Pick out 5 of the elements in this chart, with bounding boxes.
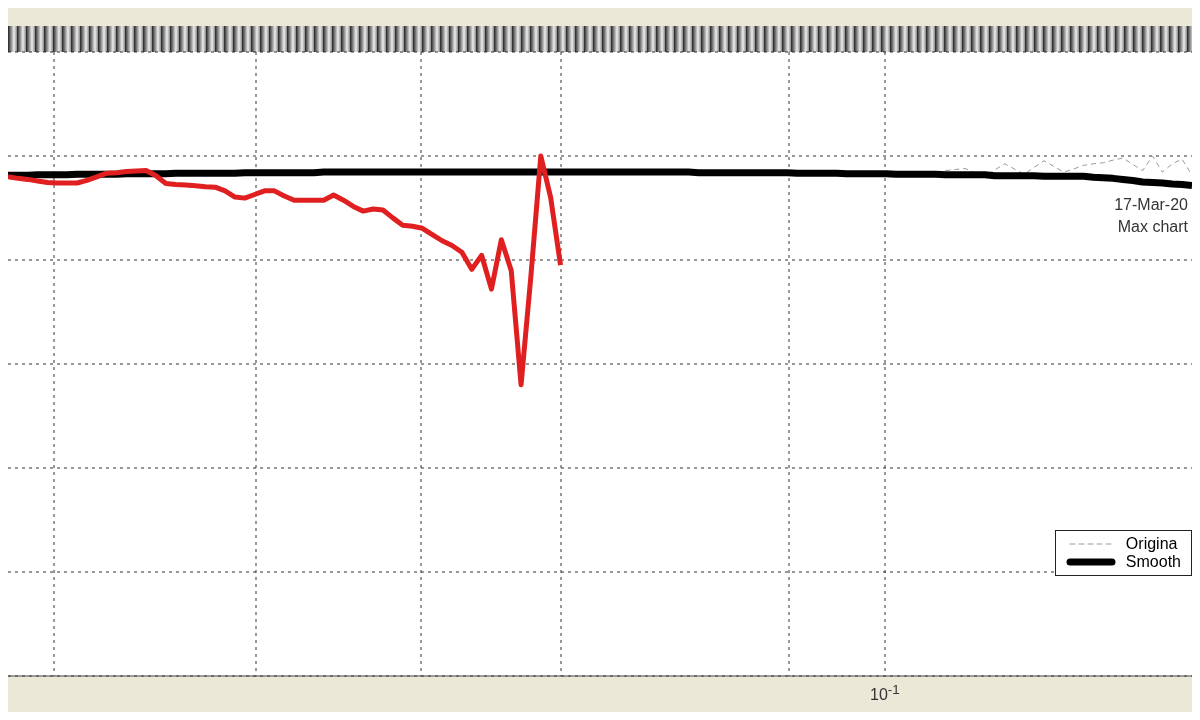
- legend-label: Origina: [1125, 535, 1178, 553]
- text: 10$^{-1}$: [870, 682, 900, 704]
- annotation: 17-Mar-20: [1114, 196, 1188, 213]
- annotation: Max chart: [1117, 218, 1188, 235]
- legend-label: Smooth: [1125, 553, 1181, 571]
